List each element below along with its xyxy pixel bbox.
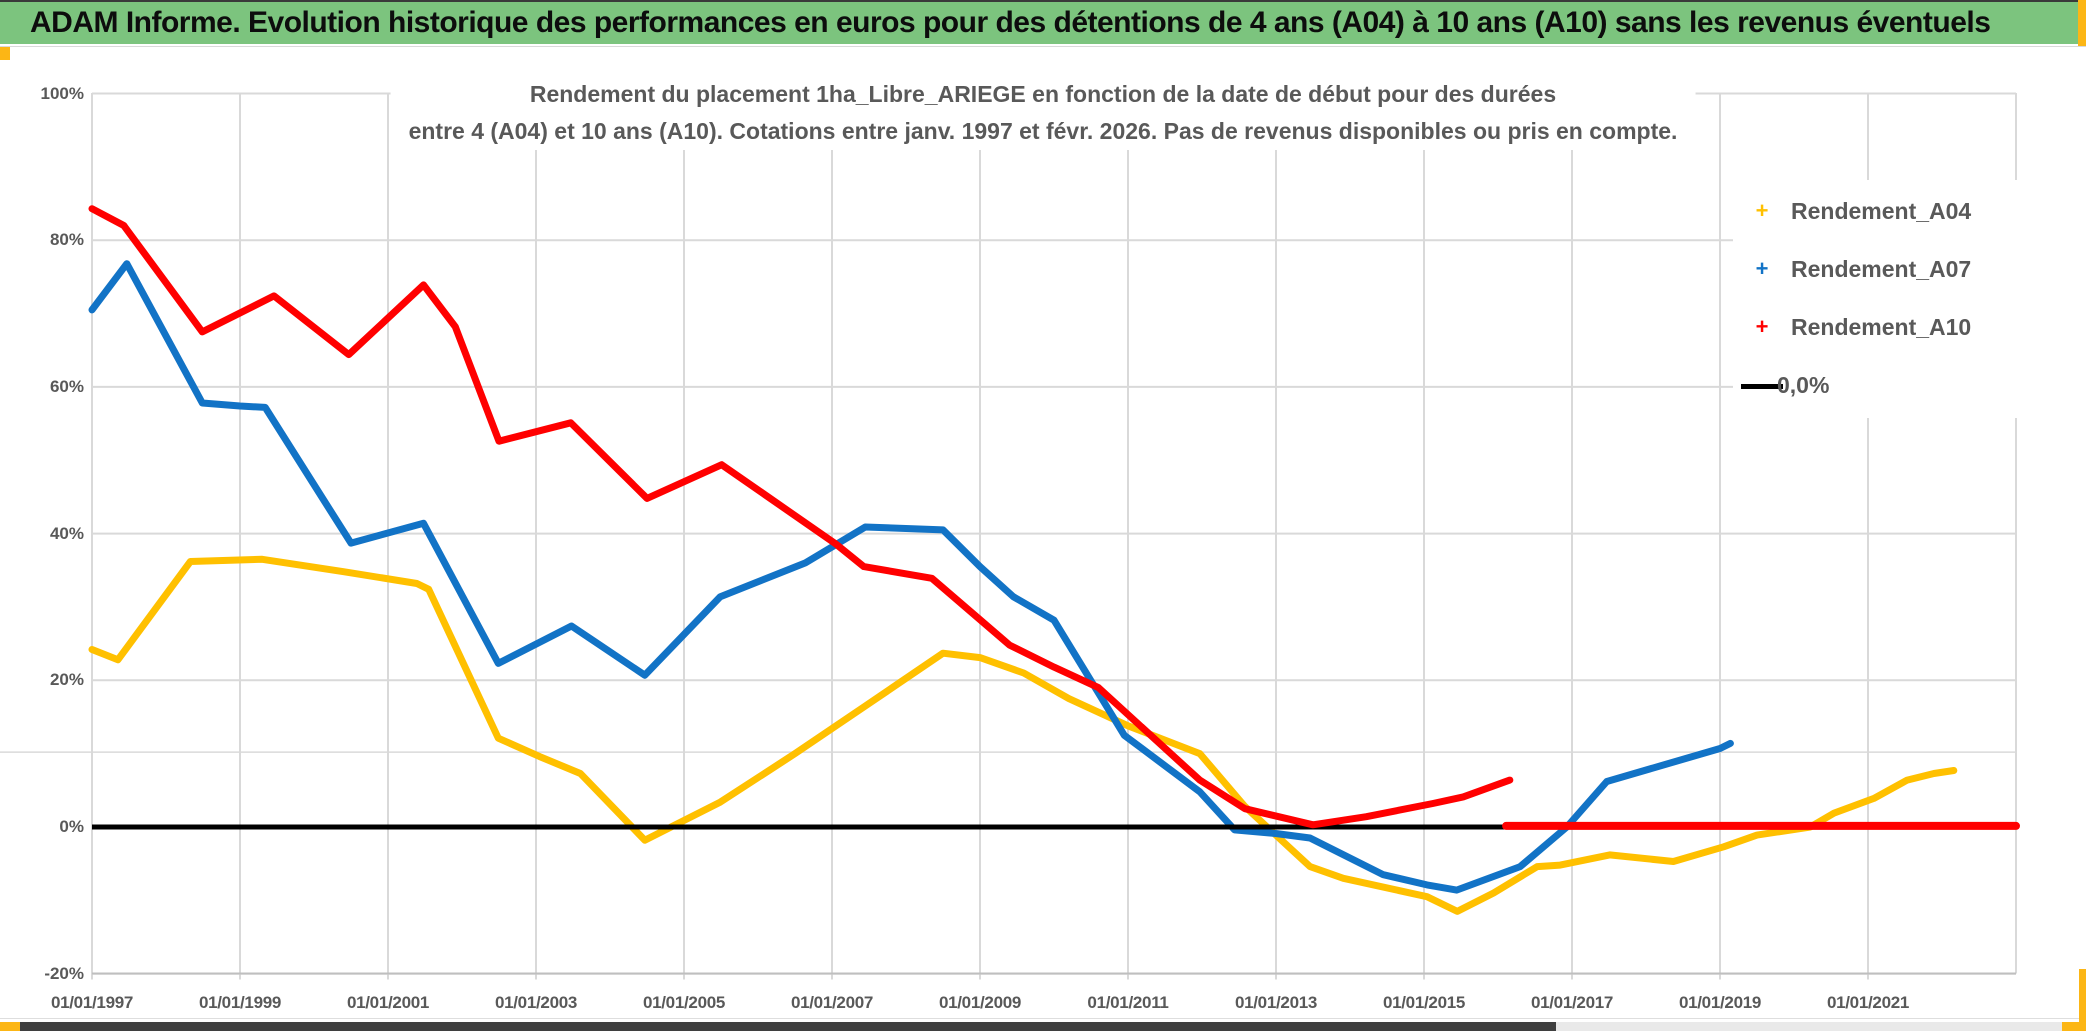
plus-marker-icon: + [1755,198,1769,223]
y-axis-label: 20% [49,670,84,690]
gold-accent-left [0,47,10,60]
gold-accent-bottom-right [2062,1022,2086,1031]
plus-marker-icon: + [1755,256,1769,281]
chart-title-line2: entre 4 (A04) et 10 ans (A10). Cotations… [408,118,1678,144]
bottom-light-bar [1556,1022,2062,1031]
x-axis-label: 01/01/2011 [1087,993,1169,1012]
x-axis-label: 01/01/2007 [790,993,874,1012]
header-bar: ADAM Informe. Evolution historique des p… [0,2,2078,44]
x-axis-label: 01/01/2013 [1234,993,1318,1012]
x-axis-label: 01/01/2003 [494,993,578,1012]
x-axis-label: 01/01/2017 [1530,993,1614,1012]
y-axis-label: 40% [49,523,84,543]
x-axis-label: 01/01/1999 [198,993,282,1012]
series-rendement-a07 [88,260,1734,894]
bottom-dark-bar [20,1022,1556,1031]
y-axis-label: 0% [59,817,84,836]
x-axis-label: 01/01/2009 [938,993,1022,1012]
legend-item-rendement-a10[interactable]: + Rendement_A10 [1733,304,2078,350]
chart-title: Rendement du placement 1ha_Libre_ARIEGE … [390,76,1696,150]
legend-label: Rendement_A10 [1791,313,1972,340]
line-swatch-icon [1733,376,1791,394]
x-axis-label: 01/01/2019 [1678,993,1762,1012]
header-divider [0,46,2086,47]
legend-item-zero-line[interactable]: 0,0% [1733,362,2078,408]
legend-label: 0,0% [1777,371,1830,398]
gold-accent-right [2079,969,2086,1031]
series-rendement-a04 [88,555,1958,915]
x-axis-label: 01/01/2021 [1826,993,1910,1012]
x-axis-label: 01/01/2001 [346,993,430,1012]
bottom-divider [0,1018,2086,1019]
bottom-band [0,1022,2086,1031]
x-axis-label: 01/01/1997 [50,993,134,1012]
series-rendement-a10 [88,205,1514,829]
legend-label: Rendement_A04 [1791,197,1972,224]
legend-label: Rendement_A07 [1791,255,1972,282]
legend-item-rendement-a07[interactable]: + Rendement_A07 [1733,246,2078,292]
chart-title-line1: Rendement du placement 1ha_Libre_ARIEGE … [529,81,1557,107]
y-axis-label: 60% [49,376,84,396]
top-border [0,0,2086,2]
y-axis-label: -20% [44,963,84,983]
x-axis-label: 01/01/2015 [1382,993,1466,1012]
header-title: ADAM Informe. Evolution historique des p… [30,6,1991,39]
legend-item-rendement-a04[interactable]: + Rendement_A04 [1733,188,2078,234]
x-axis-label: 01/01/2005 [642,993,726,1012]
gold-accent-bottom-left [0,1022,20,1031]
y-axis-label: 100% [40,83,84,103]
chart-legend: + Rendement_A04 + Rendement_A07 + Rendem… [1733,180,2078,418]
y-axis-label: 80% [49,230,84,250]
header-gold-accent [2078,0,2086,47]
plus-marker-icon: + [1755,314,1769,339]
